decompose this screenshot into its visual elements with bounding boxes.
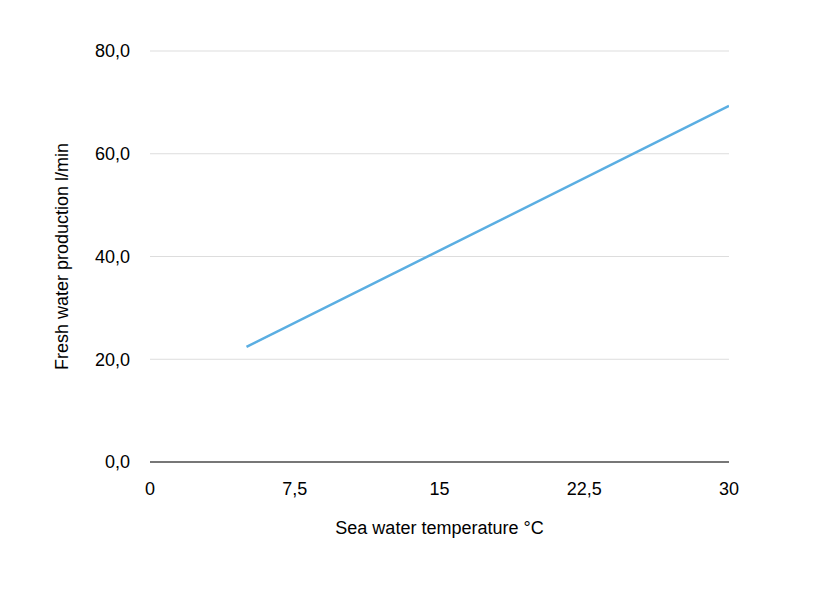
svg-text:Sea water temperature °C: Sea water temperature °C — [335, 518, 543, 538]
svg-text:15: 15 — [429, 479, 449, 499]
svg-text:60,0: 60,0 — [95, 144, 130, 164]
svg-text:20,0: 20,0 — [95, 350, 130, 370]
svg-text:30: 30 — [719, 479, 739, 499]
svg-text:40,0: 40,0 — [95, 247, 130, 267]
svg-text:80,0: 80,0 — [95, 41, 130, 61]
svg-text:Fresh water production l/min: Fresh water production l/min — [52, 143, 72, 370]
svg-text:0,0: 0,0 — [105, 452, 130, 472]
svg-text:7,5: 7,5 — [282, 479, 307, 499]
svg-text:0: 0 — [145, 479, 155, 499]
svg-text:22,5: 22,5 — [567, 479, 602, 499]
